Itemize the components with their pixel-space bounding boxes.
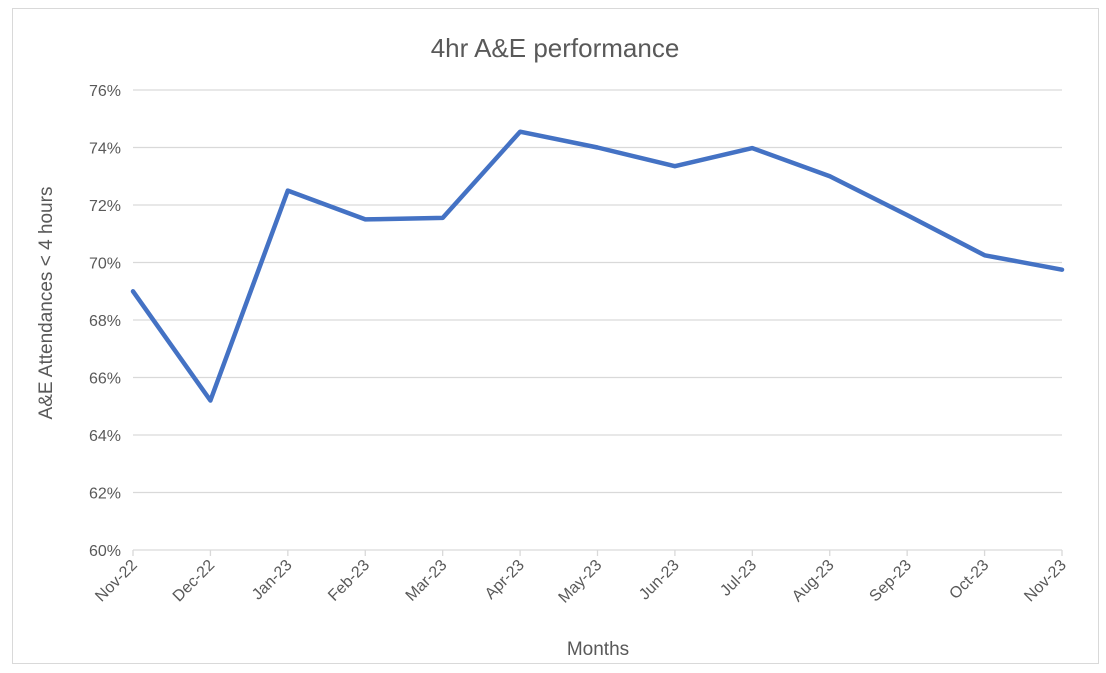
x-tick-label: Apr-23 — [482, 557, 528, 603]
y-axis-label: A&E Attendances < 4 hours — [36, 187, 57, 420]
y-tick-label: 70% — [89, 256, 121, 273]
x-tick-labels: Nov-22 Dec-22 Jan-23 Feb-23 Mar-23 Apr-23 May-… — [92, 557, 1070, 607]
x-tick-label: Aug-23 — [789, 557, 838, 606]
x-tick-label: Jun-23 — [636, 557, 683, 604]
y-tick-label: 66% — [89, 371, 121, 388]
x-tick-label: Jul-23 — [717, 557, 760, 600]
series-line — [130, 129, 1065, 403]
x-tick-label: Dec-22 — [170, 557, 219, 606]
chart-title: 4hr A&E performance — [431, 33, 680, 63]
x-tick-label: Jan-23 — [249, 557, 296, 604]
x-axis-label: Months — [567, 639, 629, 660]
x-tick-label: Nov-22 — [92, 557, 141, 606]
y-tick-label: 68% — [89, 313, 121, 330]
y-tick-labels: 60% 62% 64% 66% 68% 70% 72% 74% 76% — [89, 83, 121, 560]
y-tick-label: 74% — [89, 141, 121, 158]
plot-area — [130, 129, 1065, 403]
x-tick-label: Nov-23 — [1021, 557, 1070, 606]
x-tick-label: May-23 — [556, 557, 606, 607]
gridlines — [132, 89, 1063, 556]
y-tick-label: 62% — [89, 486, 121, 503]
x-tick-label: Oct-23 — [946, 557, 992, 603]
x-tick-label: Feb-23 — [325, 557, 373, 605]
x-tick-label: Sep-23 — [866, 557, 915, 606]
y-tick-label: 72% — [89, 198, 121, 215]
y-tick-label: 60% — [89, 543, 121, 560]
y-tick-label: 76% — [89, 83, 121, 100]
y-tick-label: 64% — [89, 428, 121, 445]
chart-frame — [12, 8, 1099, 664]
x-tick-label: Mar-23 — [403, 557, 451, 605]
